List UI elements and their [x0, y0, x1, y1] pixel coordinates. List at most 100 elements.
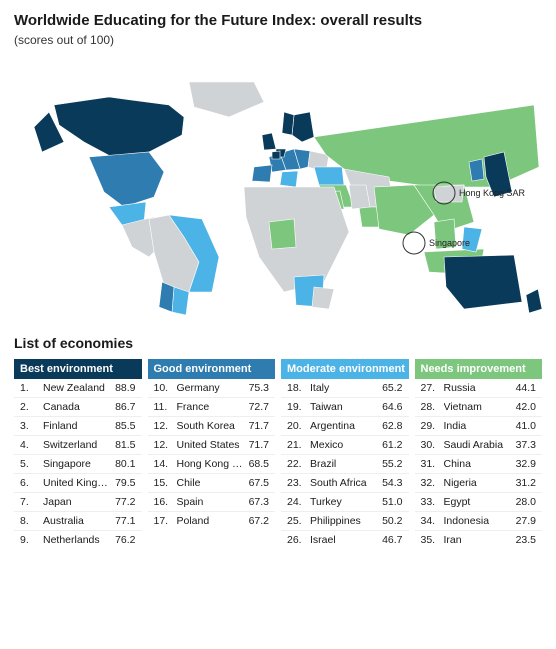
country-name: Japan [43, 496, 110, 508]
score: 51.0 [382, 496, 402, 508]
score: 37.3 [516, 439, 536, 451]
country-name: Singapore [43, 458, 110, 470]
rank: 4. [20, 439, 38, 451]
score: 61.2 [382, 439, 402, 451]
score: 76.2 [115, 534, 135, 546]
column-needs: Needs improvement27.Russia44.128.Vietnam… [415, 359, 543, 549]
score: 32.9 [516, 458, 536, 470]
country-name: Israel [310, 534, 377, 546]
rank: 33. [421, 496, 439, 508]
rank: 18. [287, 382, 305, 394]
score: 65.2 [382, 382, 402, 394]
rank: 6. [20, 477, 38, 489]
table-row: 26.Israel46.7 [281, 531, 409, 549]
table-row: 23.South Africa54.3 [281, 474, 409, 493]
svg-text:Singapore: Singapore [429, 238, 470, 248]
map-region [314, 167, 344, 185]
country-name: India [444, 420, 511, 432]
map-region [269, 219, 296, 249]
map-region [469, 159, 484, 181]
table-row: 12.South Korea71.7 [148, 417, 276, 436]
column-header: Needs improvement [415, 359, 543, 379]
score: 67.3 [249, 496, 269, 508]
rank: 28. [421, 401, 439, 413]
table-row: 33.Egypt28.0 [415, 493, 543, 512]
country-name: Canada [43, 401, 110, 413]
table-row: 3.Finland85.5 [14, 417, 142, 436]
column-best: Best environment1.New Zealand88.92.Canad… [14, 359, 142, 549]
score: 85.5 [115, 420, 135, 432]
rank: 9. [20, 534, 38, 546]
country-name: South Korea [177, 420, 244, 432]
score: 68.5 [249, 458, 269, 470]
score: 79.5 [115, 477, 135, 489]
country-name: Argentina [310, 420, 377, 432]
rank: 21. [287, 439, 305, 451]
country-name: Netherlands [43, 534, 110, 546]
score: 27.9 [516, 515, 536, 527]
table-row: 4. Switzerland 81.5 [14, 436, 142, 455]
rank: 35. [421, 534, 439, 546]
rank: 34. [421, 515, 439, 527]
rank: 22. [287, 458, 305, 470]
country-name: Egypt [444, 496, 511, 508]
table-row: 2.Canada86.7 [14, 398, 142, 417]
svg-text:Hong Kong SAR: Hong Kong SAR [459, 188, 526, 198]
table-row: 16. Spain 67.3 [148, 493, 276, 512]
table-row: 22. Brazil 55.2 [281, 455, 409, 474]
rank: 15. [154, 477, 172, 489]
table-row: 18. Italy 65.2 [281, 379, 409, 398]
country-name: Chile [177, 477, 244, 489]
table-row: 19.Taiwan64.6 [281, 398, 409, 417]
score: 81.5 [115, 439, 135, 451]
column-good: Good environment10.Germany75.311.France7… [148, 359, 276, 549]
table-row: 9. Netherlands 76.2 [14, 531, 142, 549]
map-region [349, 185, 370, 209]
score: 72.7 [249, 401, 269, 413]
column-moderate: Moderate environment18.Italy65.219.Taiwa… [281, 359, 409, 549]
country-name: Australia [43, 515, 110, 527]
country-name: Switzerland [43, 439, 110, 451]
country-name: Iran [444, 534, 511, 546]
rank: 3. [20, 420, 38, 432]
map-region [172, 287, 189, 315]
score: 23.5 [516, 534, 536, 546]
score: 64.6 [382, 401, 402, 413]
table-row: 17. Poland 67.2 [148, 512, 276, 530]
country-name: United Kingdom [43, 477, 110, 489]
score: 67.2 [249, 515, 269, 527]
country-name: Mexico [310, 439, 377, 451]
country-name: Hong Kong SAR [177, 458, 244, 470]
country-name: Brazil [310, 458, 377, 470]
table-row: 24.Turkey51.0 [281, 493, 409, 512]
score: 86.7 [115, 401, 135, 413]
table-row: 20.Argentina62.8 [281, 417, 409, 436]
score: 55.2 [382, 458, 402, 470]
table-row: 34.Indonesia27.9 [415, 512, 543, 531]
table-row: 28.Vietnam42.0 [415, 398, 543, 417]
world-map: Hong Kong SAR Singapore [14, 57, 542, 317]
score: 42.0 [516, 401, 536, 413]
score: 31.2 [516, 477, 536, 489]
score: 62.8 [382, 420, 402, 432]
rank: 5. [20, 458, 38, 470]
map-region [280, 171, 298, 187]
rank: 17. [154, 515, 172, 527]
map-region [252, 165, 272, 182]
country-name: Italy [310, 382, 377, 394]
country-name: Nigeria [444, 477, 511, 489]
country-name: Philippines [310, 515, 377, 527]
country-name: Turkey [310, 496, 377, 508]
country-name: Spain [177, 496, 244, 508]
map-region [282, 112, 294, 135]
table-row: 21. Mexico 61.2 [281, 436, 409, 455]
table-row: 32.Nigeria31.2 [415, 474, 543, 493]
score: 67.5 [249, 477, 269, 489]
rank: 16. [154, 496, 172, 508]
country-name: New Zealand [43, 382, 110, 394]
table-row: 11.France72.7 [148, 398, 276, 417]
country-name: Russia [444, 382, 511, 394]
score: 71.7 [249, 420, 269, 432]
country-name: Poland [177, 515, 244, 527]
table-row: 14.Hong Kong SAR68.5 [148, 455, 276, 474]
